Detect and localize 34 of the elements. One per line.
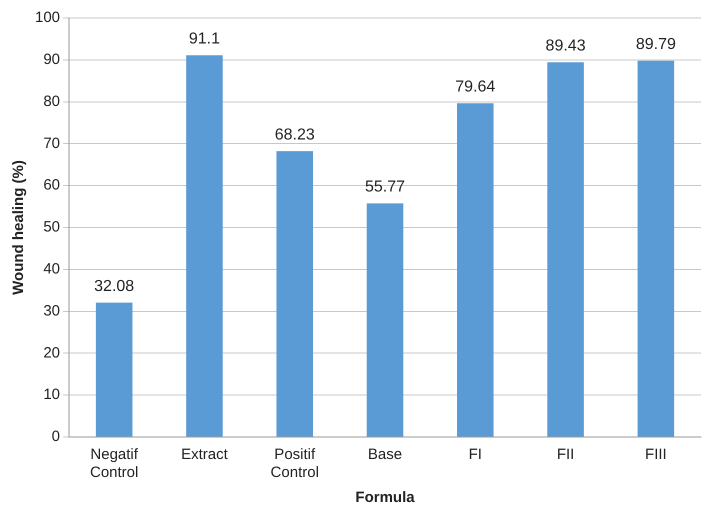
x-tick-label: Positif Control [270, 446, 319, 482]
y-tick-label: 40 [43, 260, 60, 278]
bar [366, 203, 404, 436]
bar [186, 55, 223, 436]
data-label: 89.79 [636, 36, 676, 54]
data-label: 89.43 [546, 38, 586, 55]
bar [457, 103, 494, 436]
x-tick-label: FI [468, 446, 482, 464]
bar [547, 62, 584, 436]
data-label: 68.23 [274, 126, 315, 144]
y-tick-label: 60 [43, 176, 60, 194]
x-axis-title: Formula [355, 489, 416, 506]
y-tick-label: 50 [43, 218, 60, 236]
y-tick-label: 90 [43, 51, 60, 68]
bar [96, 302, 132, 436]
data-label: 55.77 [364, 178, 406, 196]
y-tick-label: 20 [43, 344, 60, 362]
y-tick-label: 80 [43, 92, 60, 110]
y-axis-title: Wound healing (%) [10, 160, 28, 295]
bar [276, 151, 314, 436]
y-tick-label: 70 [43, 134, 60, 152]
bar [638, 60, 674, 436]
x-tick-label: FIII [645, 446, 667, 464]
y-tick-label: 30 [43, 302, 60, 320]
y-tick-label: 0 [52, 428, 60, 446]
data-label: 79.64 [455, 78, 496, 96]
x-tick-label: FII [556, 446, 574, 464]
data-label: 91.1 [188, 30, 220, 48]
x-tick-label: Negatif Control [90, 446, 139, 482]
x-tick-label: Base [368, 446, 402, 464]
x-tick-label: Extract [181, 446, 229, 464]
y-tick-label: 10 [43, 386, 60, 404]
y-tick-label: 100 [34, 9, 60, 26]
data-label: 32.08 [94, 278, 134, 295]
